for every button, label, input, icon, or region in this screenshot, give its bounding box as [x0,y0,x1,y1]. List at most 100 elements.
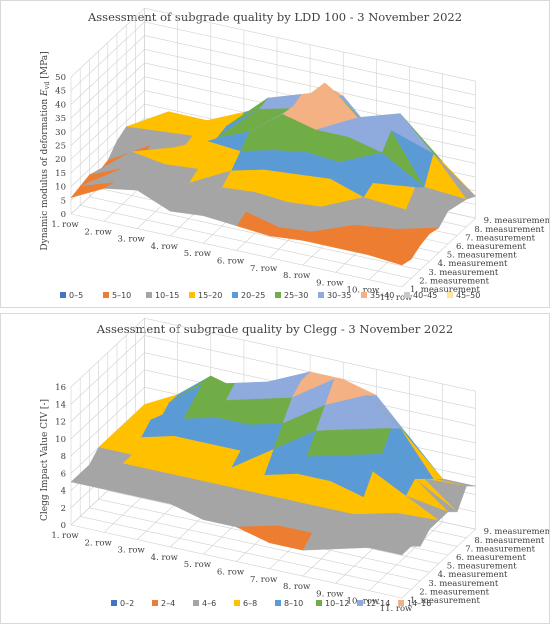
surface-facet [236,225,279,237]
row-label: 4. row [151,553,179,563]
row-label: 6. row [217,568,245,578]
legend-swatch [447,292,453,298]
measurement-label: 3. measurement [428,579,498,589]
legend-swatch [357,600,363,606]
legend-swatch [232,292,238,298]
measurement-label: 8. measurement [474,536,544,546]
legend-swatch [275,292,281,298]
row-label: 10. row [347,597,380,607]
z-tick-label: 15 [55,169,66,179]
legend-label: 12–14 [366,599,390,608]
measurement-label: 4. measurement [438,259,508,269]
z-axis-label: Dynamic modulus of deformation Evd [MPa] [40,51,51,250]
legend-swatch [404,292,410,298]
z-tick-label: 30 [55,128,66,138]
surface-facet [170,201,213,217]
measurement-label: 9. measurement [484,216,549,226]
measurement-label: 7. measurement [465,233,535,243]
z-tick-label: 25 [55,142,66,152]
surface-facet [269,532,313,551]
row-label: 11. row [380,293,413,303]
z-tick-label: 35 [55,114,66,124]
row-label: 8. row [283,271,311,281]
measurement-label: 6. measurement [456,242,526,252]
surface-facet [70,182,114,198]
measurement-label: 1. measurement [410,596,480,606]
row-label: 9. row [316,278,344,288]
legend-label: 40–45 [413,291,437,300]
legend-swatch [193,600,199,606]
z-tick-label: 45 [55,87,66,97]
row-label: 3. row [118,235,146,245]
floor-gridline [89,196,421,271]
legend-swatch [146,292,152,298]
z-tick-label: 6 [61,469,66,479]
row-label: 2. row [84,227,112,237]
measurement-label: 3. measurement [428,268,498,278]
surface-facet [368,254,412,266]
row-label: 4. row [151,242,179,252]
legend-swatch [398,600,404,606]
row-label: 8. row [283,582,311,592]
measurement-label: 6. measurement [456,553,526,563]
measurement-label: 5. measurement [447,562,517,572]
z-tick-label: 12 [55,418,66,428]
z-tick-label: 0 [61,210,66,220]
legend-swatch [152,600,158,606]
legend-label: 6–8 [243,599,257,608]
surface-facet [103,487,147,497]
chart-panel-clegg: Assessment of subgrade quality by Clegg … [0,313,550,624]
measurement-label: 5. measurement [447,251,517,261]
z-tick-label: 8 [61,452,66,462]
legend-swatch [60,292,66,298]
legend-swatch [318,292,324,298]
surface-facet [269,231,313,241]
legend-swatch [103,292,109,298]
legend-label: 35–40 [370,291,394,300]
z-tick-label: 14 [55,400,66,410]
legend-label: 14–16 [407,599,431,608]
chart-title: Assessment of subgrade quality by Clegg … [96,322,453,336]
chart-title: Assessment of subgrade quality by LDD 10… [87,10,462,24]
chart-panel-ldd: Assessment of subgrade quality by LDD 10… [0,0,550,308]
surface-facet [236,525,279,544]
measurement-label: 8. measurement [474,225,544,235]
floor-gridline [70,213,403,288]
surface-facet [335,538,379,550]
row-label: 11. row [380,604,413,614]
z-gridline [70,21,476,96]
measurement-label: 7. measurement [465,544,535,554]
floor-gridline [80,516,412,590]
legend-label: 10–12 [325,599,349,608]
row-label: 9. row [316,589,344,599]
floor-gridline [70,524,403,599]
measurement-label: 4. measurement [438,570,508,580]
legend-swatch [111,600,117,606]
legend-label: 0–2 [120,599,134,608]
legend-swatch [361,292,367,298]
row-label: 10. row [347,286,380,296]
z-tick-label: 10 [55,435,66,445]
legend-swatch [189,292,195,298]
z-tick-label: 0 [61,521,66,531]
legend-label: 0–5 [69,291,83,300]
z-tick-label: 40 [55,100,66,110]
legend-swatch [234,600,240,606]
legend: 0–2 2–4 4–6 6–8 8–10 10–12 12–14 14–16 [111,599,431,608]
row-label: 5. row [184,560,212,570]
row-label: 7. row [250,264,278,274]
row-label: 1. row [51,220,79,230]
z-tick-label: 20 [55,155,66,165]
legend-label: 30–35 [327,291,351,300]
measurement-label: 1. measurement [410,285,480,295]
legend-label: 2–4 [161,599,175,608]
z-tick-label: 10 [55,183,66,193]
surface-facet [203,211,246,227]
z-tick-label: 16 [55,383,66,393]
legend-swatch [275,600,281,606]
row-label: 6. row [217,257,245,267]
legend-label: 25–30 [284,291,308,300]
legend-label: 10–15 [155,291,179,300]
surface-facet [302,238,346,248]
floor-gridline [80,205,412,279]
